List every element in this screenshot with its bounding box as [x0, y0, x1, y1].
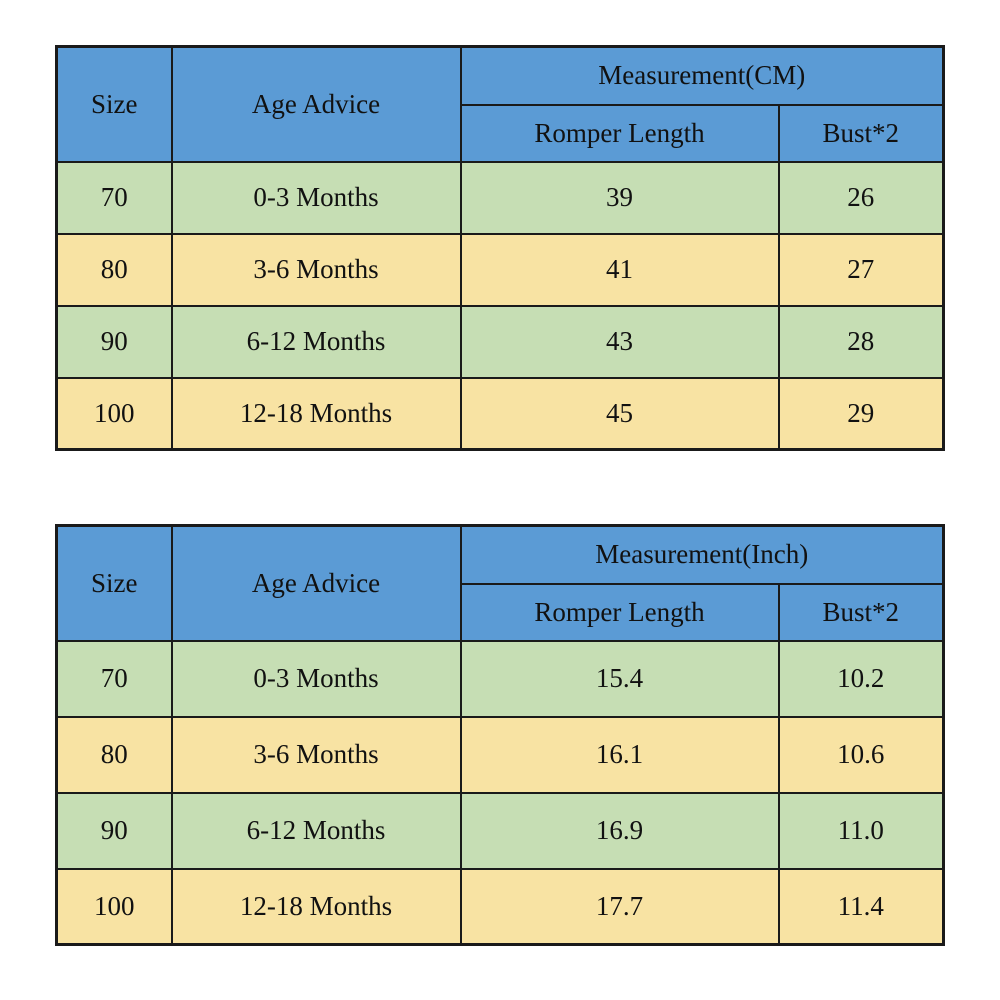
bust-cell: 10.6: [777, 715, 945, 794]
cm-header-bust-cell: Bust*2: [777, 103, 945, 163]
size-cell: 70: [55, 160, 173, 235]
romper-length-cell: 15.4: [459, 639, 780, 718]
bust-cell: 27: [777, 232, 945, 307]
cm-subheader-row: Romper Length Bust*2: [57, 103, 945, 163]
inch-header-bust-cell: Bust*2: [777, 582, 945, 642]
size-cell: 100: [55, 867, 173, 946]
table-row: 90 6-12 Months 43 28: [55, 304, 945, 379]
table-row: 100 12-18 Months 45 29: [55, 376, 945, 451]
size-chart-cm-table: Size Age Advice Measurement(CM) Romper L…: [55, 45, 946, 451]
romper-length-cell: 16.1: [459, 715, 780, 794]
romper-length-cell: 43: [459, 304, 780, 379]
size-cell: 70: [55, 639, 173, 718]
inch-header-romper-length-cell: Romper Length: [459, 582, 780, 642]
table-row: 80 3-6 Months 16.1 10.6: [55, 715, 945, 794]
age-advice-cell: 6-12 Months: [170, 304, 462, 379]
cm-header-age-advice-cell: Age Advice: [170, 45, 462, 163]
size-cell: 80: [55, 232, 173, 307]
romper-length-cell: 17.7: [459, 867, 780, 946]
inch-header-size-cell: Size: [55, 524, 173, 642]
table-row: 70 0-3 Months 39 26: [55, 160, 945, 235]
bust-cell: 29: [777, 376, 945, 451]
size-cell: 100: [55, 376, 173, 451]
size-cell: 90: [55, 791, 173, 870]
size-cell: 90: [55, 304, 173, 379]
table-row: 70 0-3 Months 15.4 10.2: [55, 639, 945, 718]
table-row: 80 3-6 Months 41 27: [55, 232, 945, 307]
age-advice-cell: 0-3 Months: [170, 639, 462, 718]
romper-length-cell: 45: [459, 376, 780, 451]
bust-cell: 10.2: [777, 639, 945, 718]
bust-cell: 26: [777, 160, 945, 235]
bust-cell: 11.4: [777, 867, 945, 946]
table-row: 90 6-12 Months 16.9 11.0: [55, 791, 945, 870]
age-advice-cell: 6-12 Months: [170, 791, 462, 870]
romper-length-cell: 41: [459, 232, 780, 307]
age-advice-cell: 12-18 Months: [170, 867, 462, 946]
inch-header-row: Size Age Advice Measurement(Inch): [55, 524, 945, 642]
inch-header-measurement-cell: Measurement(Inch): [459, 524, 945, 585]
bust-cell: 28: [777, 304, 945, 379]
romper-length-cell: 16.9: [459, 791, 780, 870]
cm-header-row: Size Age Advice Measurement(CM): [55, 45, 945, 163]
cm-header-measurement-cell: Measurement(CM): [459, 45, 945, 106]
inch-header-age-advice-cell: Age Advice: [170, 524, 462, 642]
size-chart-inch-table: Size Age Advice Measurement(Inch) Romper…: [55, 524, 945, 946]
age-advice-cell: 12-18 Months: [170, 376, 462, 451]
table-row: 100 12-18 Months 17.7 11.4: [55, 867, 945, 946]
size-cell: 80: [55, 715, 173, 794]
bust-cell: 11.0: [777, 791, 945, 870]
inch-subheader-row: Romper Length Bust*2: [57, 582, 945, 642]
cm-header-size-cell: Size: [55, 45, 173, 163]
cm-header-romper-length-cell: Romper Length: [459, 103, 780, 163]
age-advice-cell: 3-6 Months: [170, 232, 462, 307]
age-advice-cell: 3-6 Months: [170, 715, 462, 794]
romper-length-cell: 39: [459, 160, 780, 235]
age-advice-cell: 0-3 Months: [170, 160, 462, 235]
